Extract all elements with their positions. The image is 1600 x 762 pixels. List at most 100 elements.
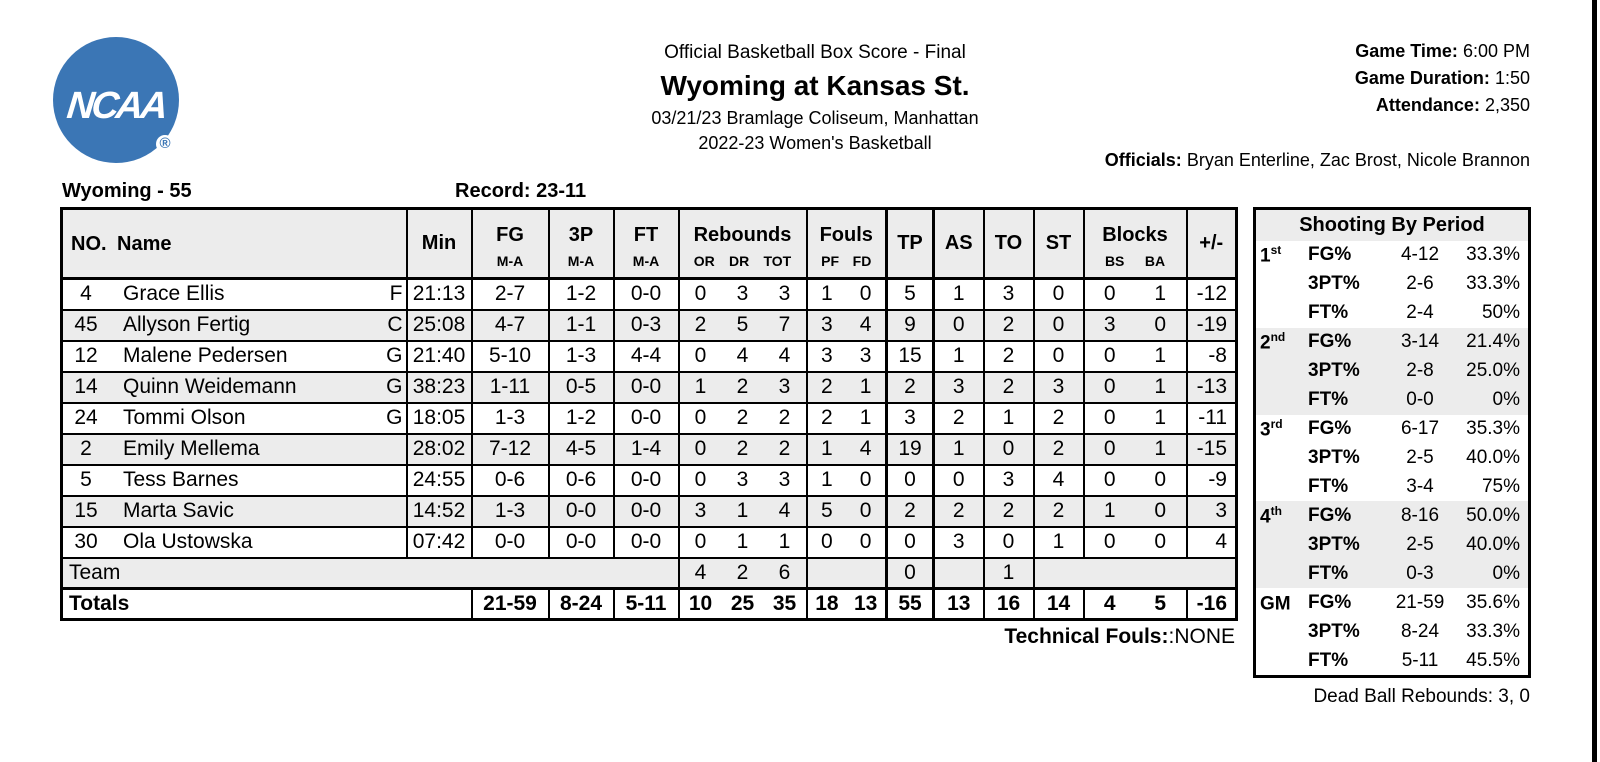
game-duration-value: 1:50 [1494, 68, 1530, 88]
player-st: 2 [1032, 494, 1085, 528]
technical-fouls-label: Technical Fouls: [1004, 625, 1169, 648]
player-as: 1 [932, 432, 985, 466]
player-to: 3 [982, 277, 1035, 311]
team-row-label: Team [60, 556, 680, 590]
player-number: 4 [80, 282, 92, 306]
player-3p: 0-6 [547, 463, 615, 497]
shooting-period-row: FT% 0-0 0% [1256, 385, 1528, 415]
player-name: Malene Pedersen [123, 344, 288, 367]
percentage: 25.0% [1466, 360, 1520, 382]
player-name-cell: 14 Quinn Weidemann G [60, 370, 408, 404]
player-row: 12 Malene Pedersen G 21:40 5-10 1-3 4-4 … [60, 339, 1238, 373]
player-min: 21:13 [405, 277, 473, 311]
player-blocks: 3 0 [1082, 308, 1188, 342]
player-min: 18:05 [405, 401, 473, 435]
player-ft: 1-4 [612, 432, 680, 466]
player-st: 0 [1032, 277, 1085, 311]
player-3p: 0-5 [547, 370, 615, 404]
player-number: 5 [80, 468, 92, 491]
made-attempted: 6-17 [1400, 418, 1440, 440]
totals-rebounds: 10 25 35 [677, 587, 808, 621]
player-plus-minus: -13 [1185, 370, 1238, 404]
player-fouls: 3 4 [805, 308, 888, 342]
player-rebounds: 0 2 2 [677, 401, 808, 435]
shooting-period-row: 1st FG% 4-12 33.3% [1256, 241, 1528, 270]
player-tp: 2 [885, 370, 935, 404]
made-attempted: 8-24 [1400, 620, 1440, 642]
player-position: G [386, 344, 403, 367]
player-min: 28:02 [405, 432, 473, 466]
made-attempted: 2-4 [1406, 302, 1434, 324]
player-plus-minus: -15 [1185, 432, 1238, 466]
percentage: 35.6% [1466, 591, 1520, 613]
percentage: 21.4% [1466, 331, 1520, 353]
stat-label: FG% [1308, 244, 1352, 266]
made-attempted: 3-4 [1406, 475, 1434, 497]
stat-label: 3PT% [1308, 360, 1360, 382]
registered-trademark-icon: ® [156, 135, 174, 153]
player-min: 24:55 [405, 463, 473, 497]
col-header-ft: FT M-A [612, 207, 680, 280]
made-attempted: 8-16 [1400, 504, 1440, 526]
totals-to: 16 [982, 587, 1035, 621]
player-st: 4 [1032, 463, 1085, 497]
player-ft: 0-3 [612, 308, 680, 342]
col-header-fg: FG M-A [470, 207, 550, 280]
shooting-period-row: FT% 5-11 45.5% [1256, 646, 1528, 675]
team-record: Record: 23-11 [455, 180, 587, 202]
player-tp: 2 [885, 494, 935, 528]
col-header-fouls: Fouls PF FD [805, 207, 888, 280]
player-position: G [386, 375, 403, 398]
stat-label: FT% [1308, 475, 1349, 497]
player-rebounds: 1 2 3 [677, 370, 808, 404]
player-st: 0 [1032, 339, 1085, 373]
player-name: Tess Barnes [123, 468, 239, 491]
totals-fg: 21-59 [470, 587, 550, 621]
player-rebounds: 0 3 3 [677, 463, 808, 497]
stat-label: FT% [1308, 389, 1349, 411]
player-min: 14:52 [405, 494, 473, 528]
attendance-label: Attendance: [1375, 95, 1480, 115]
player-to: 2 [982, 370, 1035, 404]
player-plus-minus: -9 [1185, 463, 1238, 497]
col-header-3p: 3P M-A [547, 207, 615, 280]
player-to: 2 [982, 494, 1035, 528]
player-blocks: 0 1 [1082, 339, 1188, 373]
player-row: 45 Allyson Fertig C 25:08 4-7 1-1 0-3 2 … [60, 308, 1238, 342]
col-header-plus-minus: +/- [1185, 207, 1238, 280]
player-to: 0 [982, 432, 1035, 466]
team-empty-cells [1032, 556, 1238, 590]
player-plus-minus: -8 [1185, 339, 1238, 373]
percentage: 33.3% [1466, 620, 1520, 642]
percentage: 45.5% [1466, 649, 1520, 671]
period-label: GM [1260, 592, 1291, 614]
player-fouls: 2 1 [805, 370, 888, 404]
stat-label: FT% [1308, 649, 1349, 671]
player-3p: 0-0 [547, 525, 615, 559]
box-score-header-row: NO. Name Min FG M-A 3P M-A FT M-A Rebound… [60, 207, 1238, 280]
player-row: 5 Tess Barnes 24:55 0-6 0-6 0-0 0 3 3 1 … [60, 463, 1238, 497]
game-time-value: 6:00 PM [1462, 41, 1530, 61]
made-attempted: 3-14 [1400, 331, 1440, 353]
player-ft: 0-0 [612, 370, 680, 404]
col-header-rebounds: Rebounds OR DR TOT [677, 207, 808, 280]
percentage: 40.0% [1466, 447, 1520, 469]
percentage: 33.3% [1466, 244, 1520, 266]
player-name-cell: 12 Malene Pedersen G [60, 339, 408, 373]
player-ft: 0-0 [612, 525, 680, 559]
page-divider-line [1592, 0, 1597, 762]
col-header-blocks: Blocks BS BA [1082, 207, 1188, 280]
player-ft: 0-0 [612, 277, 680, 311]
player-fouls: 2 1 [805, 401, 888, 435]
player-to: 2 [982, 308, 1035, 342]
shooting-by-period-title: Shooting By Period [1256, 210, 1528, 241]
totals-st: 14 [1032, 587, 1085, 621]
player-ft: 4-4 [612, 339, 680, 373]
player-name: Emily Mellema [123, 437, 260, 460]
player-3p: 1-3 [547, 339, 615, 373]
player-blocks: 0 1 [1082, 370, 1188, 404]
team-tp: 0 [885, 556, 935, 590]
percentage: 0% [1492, 562, 1520, 584]
player-name-cell: 4 Grace Ellis F [60, 277, 408, 311]
stat-label: FG% [1308, 504, 1352, 526]
